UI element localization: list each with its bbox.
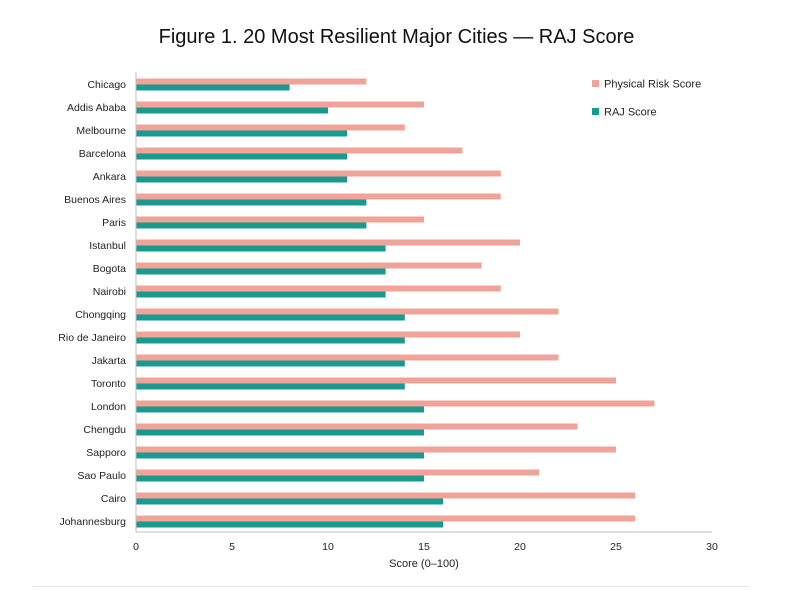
bar-raj-bogota (136, 268, 386, 275)
bar-physical-risk-london (136, 400, 655, 407)
bar-raj-chongqing (136, 314, 405, 321)
chart-title: Figure 1. 20 Most Resilient Major Cities… (158, 26, 635, 48)
category-label: Johannesburg (59, 516, 126, 528)
x-tick-label: 15 (418, 541, 430, 553)
bar-raj-chengdu (136, 429, 424, 436)
category-label: Sapporo (86, 447, 126, 459)
bar-physical-risk-toronto (136, 377, 616, 384)
x-axis-label: Score (0–100) (389, 558, 459, 570)
category-label: Buenos Aires (64, 194, 126, 206)
category-label: Paris (102, 217, 126, 229)
bar-raj-buenos-aires (136, 199, 367, 206)
bar-physical-risk-bogota (136, 262, 482, 269)
bar-physical-risk-chicago (136, 78, 367, 85)
category-label: Addis Ababa (67, 102, 126, 114)
bar-physical-risk-buenos-aires (136, 193, 501, 200)
category-label: Chengdu (83, 424, 126, 436)
category-label: Toronto (91, 378, 126, 390)
bar-raj-istanbul (136, 245, 386, 252)
bar-physical-risk-sao-paulo (136, 469, 540, 476)
bar-raj-sapporo (136, 452, 424, 459)
bar-raj-melbourne (136, 130, 348, 137)
bar-raj-addis-ababa (136, 107, 328, 114)
bars-group (136, 78, 655, 528)
bar-raj-nairobi (136, 291, 386, 298)
category-label: Chicago (87, 79, 126, 91)
x-tick-label: 0 (133, 541, 139, 553)
legend-label: Physical Risk Score (604, 79, 701, 91)
bar-physical-risk-cairo (136, 492, 636, 499)
x-tick-label: 25 (610, 541, 622, 553)
category-label: Bogota (93, 263, 126, 275)
bar-raj-london (136, 406, 424, 413)
x-tick-labels: 0 5 10 15 20 25 30 (133, 541, 718, 553)
bar-physical-risk-paris (136, 216, 424, 223)
bar-physical-risk-sapporo (136, 446, 616, 453)
bar-physical-risk-chongqing (136, 308, 559, 315)
bar-physical-risk-istanbul (136, 239, 520, 246)
bar-raj-barcelona (136, 153, 348, 160)
bar-physical-risk-jakarta (136, 354, 559, 361)
bar-physical-risk-addis-ababa (136, 101, 424, 108)
category-label: Melbourne (76, 125, 126, 137)
bar-raj-cairo (136, 498, 444, 505)
bottom-divider (33, 586, 749, 587)
bar-raj-paris (136, 222, 367, 229)
bar-raj-chicago (136, 84, 290, 91)
bar-raj-jakarta (136, 360, 405, 367)
bar-physical-risk-barcelona (136, 147, 463, 154)
bar-raj-ankara (136, 176, 348, 183)
bar-physical-risk-nairobi (136, 285, 501, 292)
category-label: Nairobi (93, 286, 126, 298)
legend-swatch (592, 80, 599, 87)
bar-physical-risk-rio-de-janeiro (136, 331, 520, 338)
category-label: Sao Paulo (78, 470, 127, 482)
x-tick-label: 20 (514, 541, 526, 553)
bar-physical-risk-melbourne (136, 124, 405, 131)
bar-raj-rio-de-janeiro (136, 337, 405, 344)
category-label: Chongqing (75, 309, 126, 321)
category-label: Ankara (93, 171, 126, 183)
category-label: Jakarta (92, 355, 127, 367)
x-tick-label: 10 (322, 541, 334, 553)
x-tick-label: 30 (706, 541, 718, 553)
category-label: Rio de Janeiro (58, 332, 126, 344)
bar-physical-risk-ankara (136, 170, 501, 177)
bar-raj-johannesburg (136, 521, 444, 528)
category-label: Barcelona (79, 148, 126, 160)
bar-raj-sao-paulo (136, 475, 424, 482)
x-tick-label: 5 (229, 541, 235, 553)
legend: Physical Risk Score RAJ Score (592, 79, 701, 119)
category-label: Cairo (101, 493, 126, 505)
legend-swatch (592, 108, 599, 115)
bar-physical-risk-johannesburg (136, 515, 636, 522)
category-label: London (91, 401, 126, 413)
bar-physical-risk-chengdu (136, 423, 578, 430)
category-label: Istanbul (89, 240, 126, 252)
category-labels: Chicago Addis Ababa Melbourne Barcelona Anka… (58, 79, 126, 528)
axes-group (135, 72, 712, 533)
legend-label: RAJ Score (604, 107, 657, 119)
bar-raj-toronto (136, 383, 405, 390)
